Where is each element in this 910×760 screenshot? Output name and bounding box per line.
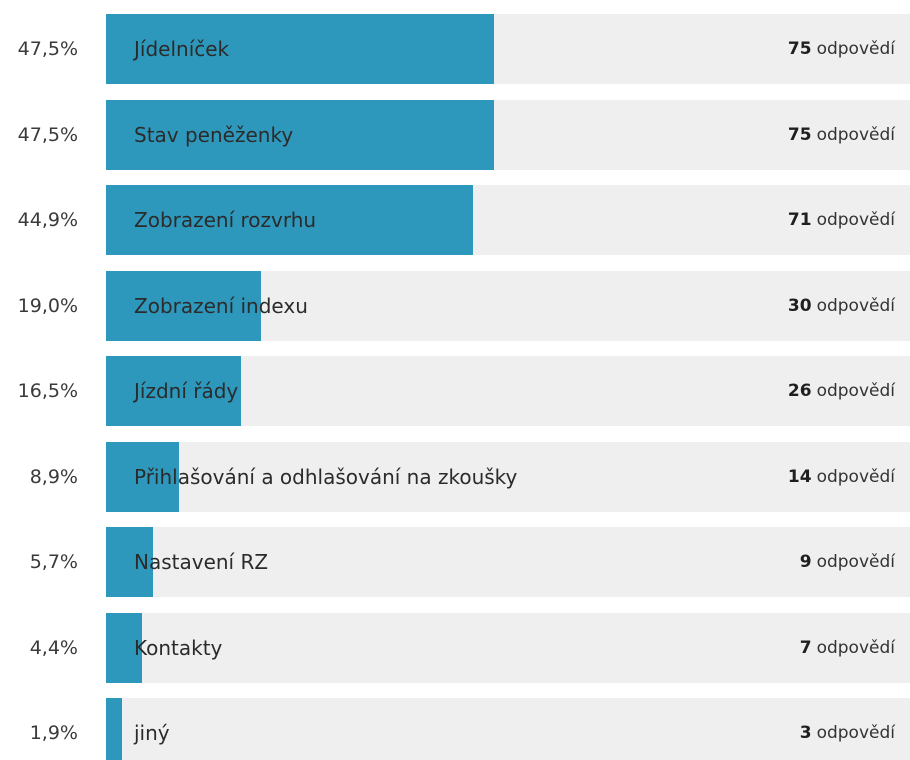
category-label: Stav peněženky bbox=[134, 122, 294, 147]
count-value: 14 bbox=[787, 466, 812, 487]
count-value: 9 bbox=[799, 552, 812, 572]
count-unit: odpovědí bbox=[816, 723, 895, 743]
bar-track bbox=[106, 441, 910, 512]
response-count: 14 odpovědí bbox=[788, 442, 895, 512]
percent-label: 8,9% bbox=[29, 465, 78, 488]
bar bbox=[106, 14, 494, 84]
percent-label: 1,9% bbox=[29, 722, 78, 744]
bar-track bbox=[106, 698, 910, 760]
response-count: 75 odpovědí bbox=[788, 100, 895, 170]
bar-row: 19,0% Zobrazení indexu 30 odpovědí bbox=[0, 270, 910, 341]
percent-label: 19,0% bbox=[17, 294, 78, 317]
bar-row: 4,4% Kontakty 7 odpovědí bbox=[0, 612, 910, 683]
count-value: 3 bbox=[799, 723, 812, 743]
bar-track bbox=[106, 612, 910, 683]
bar-row: 47,5% Jídelníček 75 odpovědí bbox=[0, 14, 910, 84]
category-label: Jízdní řády bbox=[134, 379, 239, 403]
percent-label: 44,9% bbox=[17, 209, 78, 231]
count-unit: odpovědí bbox=[816, 637, 895, 658]
bar bbox=[106, 698, 122, 760]
count-unit: odpovědí bbox=[816, 124, 895, 145]
count-value: 26 bbox=[787, 381, 812, 401]
count-value: 75 bbox=[787, 39, 812, 59]
category-label: Kontakty bbox=[134, 635, 223, 660]
bar bbox=[106, 527, 153, 597]
bar bbox=[106, 441, 179, 512]
bar-row: 8,9% Přihlašování a odhlašování na zkoušk… bbox=[0, 441, 910, 512]
percent-label: 47,5% bbox=[17, 123, 78, 146]
response-count: 7 odpovědí bbox=[800, 613, 895, 683]
category-label: Přihlašování a odhlašování na zkoušky bbox=[134, 464, 518, 489]
category-label: Zobrazení indexu bbox=[134, 293, 308, 318]
bar-row: 47,5% Stav peněženky 75 odpovědí bbox=[0, 99, 910, 170]
count-unit: odpovědí bbox=[816, 552, 895, 572]
category-label: Zobrazení rozvrhu bbox=[134, 208, 317, 232]
category-label: Nastavení RZ bbox=[134, 550, 269, 574]
count-value: 75 bbox=[787, 124, 812, 145]
count-unit: odpovědí bbox=[816, 295, 895, 316]
bar-track bbox=[106, 527, 910, 597]
response-count: 3 odpovědí bbox=[800, 698, 895, 760]
response-count: 75 odpovědí bbox=[788, 14, 895, 84]
category-label: jiný bbox=[134, 721, 170, 745]
percent-label: 16,5% bbox=[17, 380, 78, 402]
percent-label: 4,4% bbox=[29, 636, 78, 659]
count-value: 7 bbox=[799, 637, 812, 658]
bar-row: 16,5% Jízdní řády 26 odpovědí bbox=[0, 356, 910, 426]
response-count: 26 odpovědí bbox=[788, 356, 895, 426]
count-value: 30 bbox=[787, 295, 812, 316]
bar-row: 44,9% Zobrazení rozvrhu 71 odpovědí bbox=[0, 185, 910, 255]
bar bbox=[106, 99, 494, 170]
bar bbox=[106, 185, 473, 255]
percent-label: 47,5% bbox=[17, 38, 78, 60]
response-count: 30 odpovědí bbox=[788, 271, 895, 341]
response-count: 9 odpovědí bbox=[800, 527, 895, 597]
bar-row: 1,9% jiný 3 odpovědí bbox=[0, 698, 910, 760]
response-count: 71 odpovědí bbox=[788, 185, 895, 255]
bar bbox=[106, 612, 142, 683]
count-unit: odpovědí bbox=[816, 466, 895, 487]
bar bbox=[106, 356, 241, 426]
percent-label: 5,7% bbox=[29, 551, 78, 573]
count-unit: odpovědí bbox=[816, 39, 895, 59]
count-unit: odpovědí bbox=[816, 381, 895, 401]
bar bbox=[106, 270, 262, 341]
bar-row: 5,7% Nastavení RZ 9 odpovědí bbox=[0, 527, 910, 597]
count-unit: odpovědí bbox=[816, 210, 895, 230]
category-label: Jídelníček bbox=[134, 37, 230, 61]
count-value: 71 bbox=[787, 210, 812, 230]
